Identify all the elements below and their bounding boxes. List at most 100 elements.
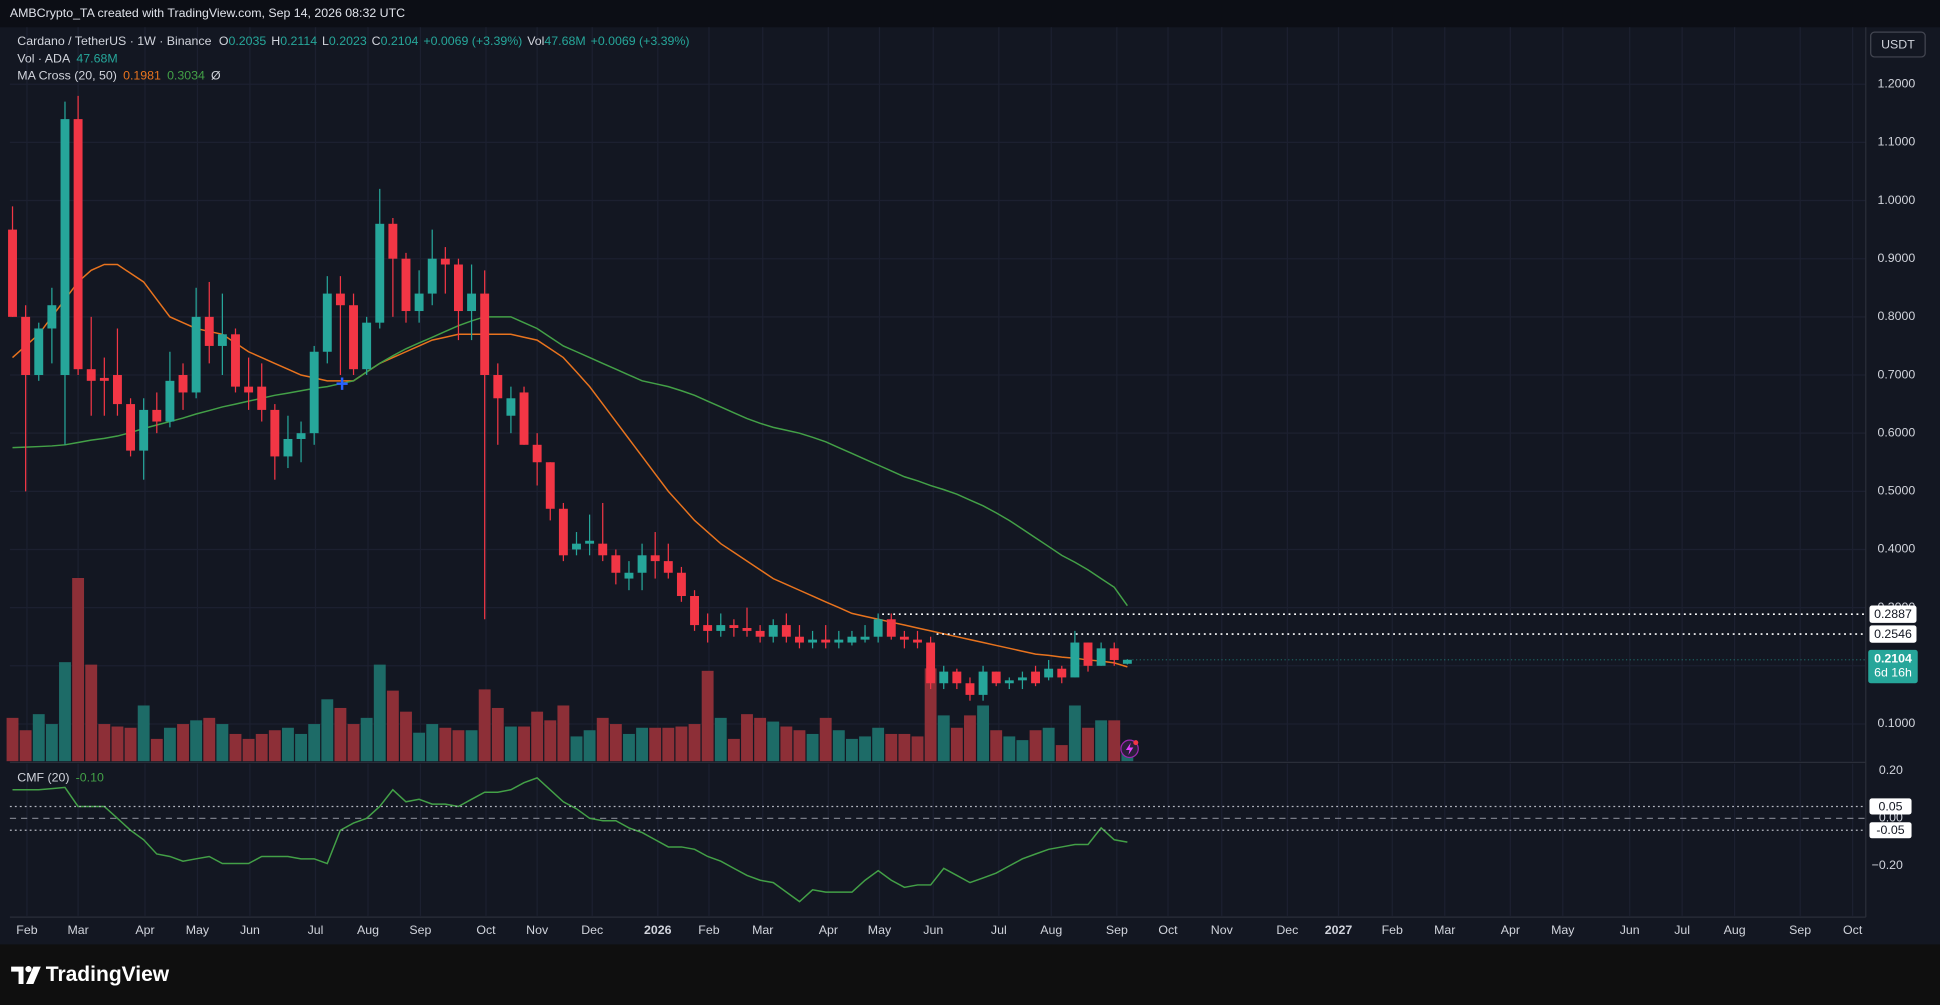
candle-body [965,683,975,695]
candle-body [1017,677,1027,681]
candle-body [768,625,778,637]
volume-bar [557,705,570,762]
volume-bar [832,730,845,762]
x-tick-label: Feb [698,923,719,937]
volume-bar [1029,730,1042,762]
volume-bar [426,724,439,762]
candle-body [847,636,857,643]
x-tick-label: Feb [1382,923,1403,937]
volume-bar [190,720,203,762]
volume-bar [465,730,478,762]
footer [0,944,1940,1005]
volume-bar [1068,705,1081,762]
level-label: 0.05 [1878,799,1902,813]
volume-bar [124,727,137,762]
candle-body [165,380,175,422]
candle-body [781,625,791,637]
level-badge [1869,822,1912,839]
ohlc-value: 0.2023 [329,34,367,48]
candle-body [467,293,477,312]
x-tick-label: Jun [1620,923,1640,937]
volume-bar [898,733,911,762]
x-tick-label: Mar [752,923,773,937]
volume-bar [177,724,189,762]
candle-body [899,636,909,640]
level-label: 0.2546 [1874,627,1912,641]
candle-body [309,351,319,434]
candle-body [204,316,214,346]
x-tick-label: 2026 [644,923,672,937]
volume-bar [360,717,373,762]
volume-bar [977,705,990,762]
volume-bar [491,707,504,762]
candle-body [126,404,136,451]
volume-bar [111,726,124,762]
volume-bar [32,714,45,762]
volume-bar [45,724,58,762]
candle-body [375,223,385,323]
volume-bar [911,736,924,762]
volume-bar [72,577,85,762]
x-tick-label: Oct [476,923,496,937]
candle-body [178,375,188,393]
x-tick-label: Aug [357,923,379,937]
candle-body [506,398,516,416]
volume-bar [386,690,399,762]
candle-body [991,671,1001,684]
x-tick-label: Mar [67,923,88,937]
y-tick-label: 0.9000 [1877,251,1915,265]
candle-body [480,293,490,376]
candle-body [388,223,398,259]
alert-icon [1120,739,1139,759]
candle-body [755,630,765,637]
volume-bar [1055,745,1068,762]
volume-bar [793,730,806,762]
volume [6,577,1134,762]
volume-bar [609,724,622,762]
y-tick-label: 0.1000 [1877,716,1915,730]
ohlc-value: 0.2035 [229,34,267,48]
candle-body [795,636,804,643]
vol-title: Vol · ADA [17,52,71,66]
candle-body [493,375,503,399]
volume-bar [675,726,688,762]
vol-last: 47.68M [76,52,117,66]
volume-bar [295,733,308,762]
brand-logo [11,966,41,984]
volume-bar [767,721,780,762]
candle-body [99,377,109,381]
y-tick-label: 1.1000 [1877,135,1915,149]
last-price-badge [1868,649,1918,684]
volume-bar [1016,740,1029,762]
x-tick-label: May [868,923,892,937]
candle-body [1004,680,1014,684]
candle-body [231,334,240,387]
candle-body [322,293,332,352]
y-tick-label: 1.0000 [1877,193,1915,207]
volume-bar [845,738,858,762]
cursor-cross [336,377,348,390]
y-tick-label: −0.20 [1872,858,1903,872]
cmf-last: -0.10 [76,771,104,785]
volume-bar [518,726,530,762]
volume-bar [1108,720,1121,762]
volume-bar [754,717,767,762]
volume-bar [282,727,294,762]
currency-button[interactable] [1870,31,1926,58]
volume-bar [478,689,491,762]
x-tick-label: Feb [16,923,37,937]
top-bar [0,0,1940,28]
volume-bar [990,730,1003,762]
volume-bar [924,668,937,762]
candle-body [703,625,713,631]
volume-bar [662,727,675,762]
volume-bar [872,727,885,762]
x-tick-label: Nov [1211,923,1234,937]
candle-body [270,409,280,457]
candle-body [283,438,293,457]
volume-bar [452,730,465,762]
x-tick-label: Apr [819,923,838,937]
candle-body [453,264,463,312]
candle-body [427,258,437,294]
